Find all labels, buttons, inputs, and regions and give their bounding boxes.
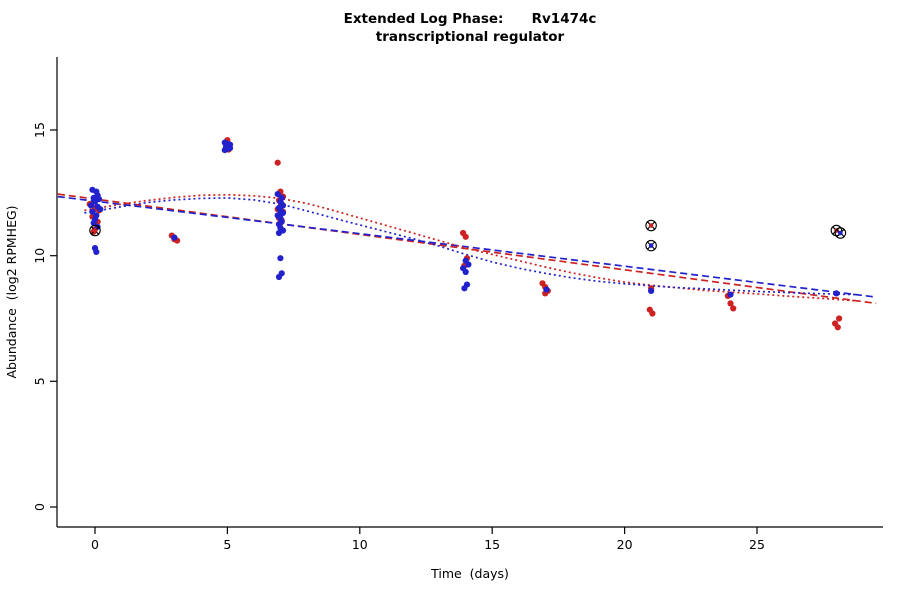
x-tick-label: 10: [352, 537, 368, 552]
y-axis-label: Abundance (log2 RPMHEG): [4, 205, 19, 379]
blue-scatter-point: [727, 291, 734, 298]
y-tick-label: 15: [32, 122, 47, 138]
red-scatter-point: [462, 233, 469, 240]
red-scatter-point: [649, 310, 656, 317]
blue-scatter-point: [171, 234, 178, 241]
blue-scatter-point: [221, 147, 228, 154]
flagged-point-dot: [838, 230, 843, 236]
x-tick-label: 15: [484, 537, 500, 552]
x-tick-label: 25: [749, 537, 765, 552]
y-tick-label: 0: [32, 503, 47, 511]
x-tick-label: 5: [223, 537, 231, 552]
chart-title-line1: Extended Log Phase: Rv1474c: [343, 11, 597, 27]
blue-scatter-point: [90, 219, 97, 227]
blue-scatter-point: [833, 290, 840, 297]
blue-scatter-point: [275, 229, 283, 237]
flagged-circle-marker: [645, 239, 657, 252]
flagged-circle-marker: [645, 219, 657, 232]
red-scatter-point: [834, 324, 841, 331]
blue-scatter-point: [648, 287, 655, 294]
blue-scatter-point: [461, 285, 468, 292]
chart-title-line2: transcriptional regulator: [375, 29, 565, 45]
flagged-point-dot: [92, 228, 98, 233]
blue-scatter-point: [543, 286, 550, 293]
blue-scatter-point: [87, 202, 95, 209]
red-scatter-point: [836, 315, 843, 322]
x-tick-label: 20: [617, 537, 633, 552]
blue-scatter-point: [91, 198, 99, 205]
x-axis-label: Time (days): [431, 566, 509, 581]
flagged-point-dot: [648, 223, 654, 228]
red-scatter-point: [274, 159, 281, 166]
red-scatter-point: [730, 305, 737, 312]
blue-scatter-point: [274, 191, 281, 198]
red-scatter-point: [727, 300, 734, 307]
blue-scatter-point: [93, 248, 100, 255]
y-tick-label: 5: [32, 377, 47, 385]
blue-scatter-point: [97, 206, 104, 213]
flagged-circle-marker: [89, 224, 101, 237]
blue-scatter-point: [226, 145, 234, 152]
y-tick-label: 10: [32, 248, 47, 264]
flagged-circle-marker: [834, 227, 847, 239]
blue-scatter-point: [465, 261, 472, 268]
blue-scatter-point: [277, 255, 284, 262]
blue-scatter-point: [279, 209, 287, 216]
flagged-point-dot: [648, 243, 654, 248]
blue-scatter-point: [275, 273, 283, 281]
red-loess-trend-line: [84, 193, 858, 302]
blue-scatter-point: [89, 208, 96, 215]
blue-scatter-point: [462, 268, 469, 276]
x-tick-label: 0: [91, 537, 99, 552]
blue-linear-trend-line: [57, 195, 877, 298]
blue-loess-trend-line: [84, 197, 858, 296]
